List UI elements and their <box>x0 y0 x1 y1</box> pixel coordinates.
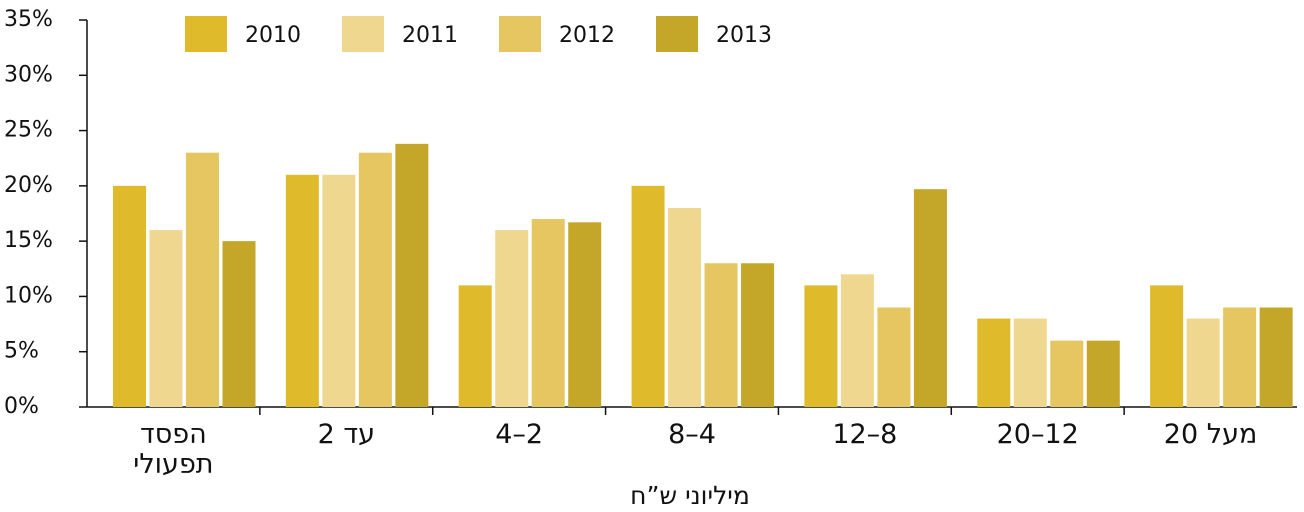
legend-swatch <box>185 16 227 52</box>
x-tick-label: 2–4 <box>495 419 544 450</box>
bar <box>631 185 665 407</box>
legend-swatch <box>342 16 384 52</box>
legend-label: 2013 <box>716 23 772 48</box>
bar <box>1150 285 1184 407</box>
bar <box>222 241 256 407</box>
legend-label: 2010 <box>245 23 301 48</box>
bar <box>395 143 429 407</box>
bar <box>1223 307 1257 407</box>
bar <box>1186 318 1220 407</box>
bar <box>668 207 702 407</box>
y-tick-label: 5% <box>4 339 39 364</box>
x-tick-label: 12–20 <box>996 419 1079 450</box>
bar <box>1050 340 1084 407</box>
bar <box>913 189 947 407</box>
legend-label: 2012 <box>559 23 615 48</box>
bar <box>741 263 775 407</box>
x-tick-label: 8–12 <box>832 419 898 450</box>
bar <box>840 274 874 407</box>
bar <box>1013 318 1047 407</box>
bar <box>186 152 219 407</box>
bar <box>531 219 565 407</box>
y-tick-label: 35% <box>4 7 53 32</box>
bar <box>322 174 356 407</box>
bar <box>1086 340 1120 407</box>
legend-label: 2011 <box>402 23 458 48</box>
bar <box>877 307 911 407</box>
y-tick-label: 20% <box>4 173 53 198</box>
bar <box>495 230 529 407</box>
bar <box>149 230 183 407</box>
x-tick-label: עד 2 <box>317 419 375 450</box>
bar <box>704 263 738 407</box>
y-tick-label: 30% <box>4 62 53 87</box>
y-tick-label: 15% <box>4 228 53 253</box>
bar <box>568 222 602 407</box>
x-tick-label: מעל 20 <box>1163 419 1258 450</box>
x-axis-label: מיליוני ש”ח <box>630 481 750 510</box>
bar <box>358 152 392 407</box>
bar <box>113 185 146 407</box>
x-tick-label: 4–8 <box>668 419 716 450</box>
bar <box>804 285 838 407</box>
bar <box>1259 307 1293 407</box>
legend-swatch <box>499 16 541 52</box>
y-tick-label: 0% <box>4 394 39 419</box>
y-tick-label: 10% <box>4 283 53 308</box>
y-tick-label: 25% <box>4 118 53 143</box>
legend-swatch <box>656 16 698 52</box>
bar <box>977 318 1011 407</box>
bar <box>458 285 492 407</box>
x-tick-label: הפסד תפעולי <box>133 419 214 480</box>
bar <box>285 174 319 407</box>
